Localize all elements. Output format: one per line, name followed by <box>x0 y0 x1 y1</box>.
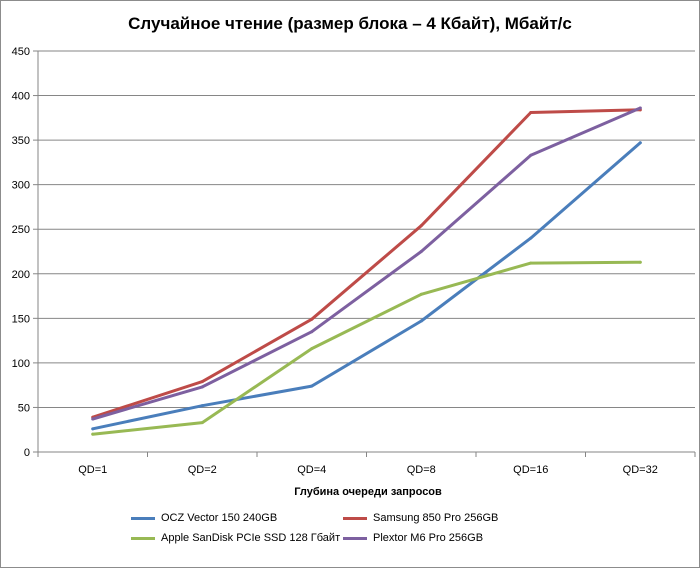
gridlines <box>38 50 695 408</box>
legend-swatch <box>343 536 367 540</box>
data-point <box>200 380 204 384</box>
legend-label: Samsung 850 Pro 256GB <box>373 512 499 524</box>
series-line <box>91 108 642 419</box>
x-tick-label: QD=32 <box>623 464 658 476</box>
data-point <box>529 153 533 157</box>
series-line <box>91 106 642 421</box>
legend-swatch <box>131 516 155 520</box>
x-tick-label: QD=2 <box>188 464 217 476</box>
legend-item: Plextor M6 Pro 256GB <box>343 532 571 544</box>
legend-label: Plextor M6 Pro 256GB <box>373 532 484 544</box>
y-tick-label: 300 <box>12 180 30 192</box>
data-point <box>638 260 642 264</box>
series-lines <box>91 106 642 436</box>
data-point <box>638 106 642 110</box>
axes <box>33 50 696 457</box>
y-tick-label: 0 <box>24 447 30 459</box>
x-tick-label: QD=8 <box>407 464 436 476</box>
x-tick-label: QD=1 <box>78 464 107 476</box>
x-tick-labels: QD=1 QD=2 QD=4 QD=8 QD=16 QD=32 <box>78 464 658 476</box>
y-tick-label: 450 <box>12 46 30 58</box>
data-point <box>529 236 533 240</box>
data-point <box>91 417 95 421</box>
x-tick-label: QD=16 <box>513 464 548 476</box>
data-point <box>419 250 423 253</box>
legend-swatch <box>343 516 367 520</box>
y-tick-label: 200 <box>12 269 30 281</box>
y-tick-label: 50 <box>18 402 30 414</box>
legend-item: OCZ Vector 150 240GB <box>131 512 343 524</box>
y-tick-label: 100 <box>12 358 30 370</box>
data-point <box>419 319 423 323</box>
x-tick-label: QD=4 <box>297 464 326 476</box>
legend-item: Samsung 850 Pro 256GB <box>343 512 571 524</box>
data-point <box>310 330 314 334</box>
chart-title: Случайное чтение (размер блока – 4 Кбайт… <box>128 14 572 33</box>
x-axis-title: Глубина очереди запросов <box>294 486 442 498</box>
legend-swatch <box>131 536 155 540</box>
y-tick-labels: 0 50 100 150 200 250 300 350 400 450 <box>12 46 30 459</box>
y-tick-label: 250 <box>12 224 30 236</box>
data-point <box>200 385 204 389</box>
data-point <box>310 347 314 351</box>
legend-label: Apple SanDisk PCIe SSD 128 Гбайт <box>161 532 341 544</box>
legend: OCZ Vector 150 240GB Samsung 850 Pro 256G… <box>131 512 571 544</box>
y-tick-label: 150 <box>12 313 30 325</box>
data-point <box>529 261 533 265</box>
data-point <box>310 317 314 321</box>
data-point <box>419 292 423 296</box>
data-point <box>200 421 204 425</box>
y-tick-label: 400 <box>12 91 30 103</box>
series-line <box>91 260 642 436</box>
data-point <box>638 141 642 145</box>
legend-item: Apple SanDisk PCIe SSD 128 Гбайт <box>131 532 343 544</box>
legend-label: OCZ Vector 150 240GB <box>161 512 278 524</box>
data-point <box>91 432 95 436</box>
data-point <box>200 404 204 408</box>
data-point <box>529 110 533 114</box>
series-line <box>91 141 642 431</box>
y-tick-label: 350 <box>12 135 30 147</box>
data-point <box>310 384 314 388</box>
data-point <box>419 224 423 228</box>
data-point <box>91 427 95 431</box>
